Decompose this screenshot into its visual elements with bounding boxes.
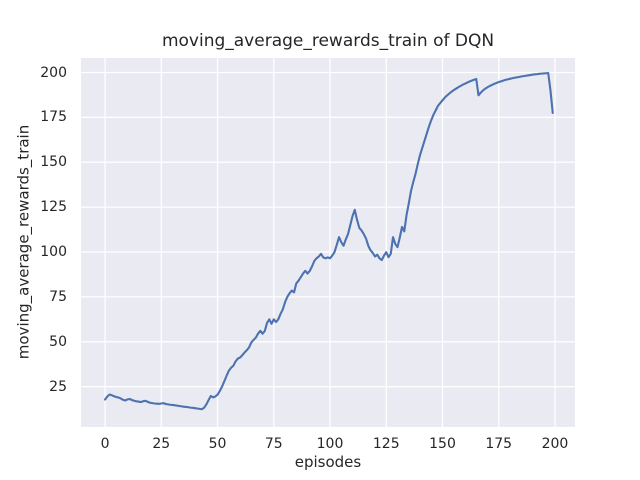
y-tick-label: 25	[49, 378, 67, 395]
x-tick-label: 75	[264, 436, 283, 452]
plot-line	[104, 72, 554, 411]
x-tick-label: 25	[152, 436, 171, 452]
chart-title: moving_average_rewards_train of DQN	[161, 31, 495, 51]
x-tick-label: 175	[485, 436, 513, 452]
y-tick-label: 75	[49, 288, 67, 305]
y-tick-label: 200	[40, 64, 67, 81]
y-tick-label: 150	[40, 154, 67, 171]
x-tick-label: 150	[429, 436, 456, 452]
y-tick-label: 50	[49, 333, 67, 350]
y-tick-label: 125	[40, 199, 67, 216]
x-tick-label: 100	[316, 436, 344, 452]
plot-background	[81, 58, 575, 427]
x-tick-label: 125	[372, 436, 400, 452]
x-tick-label: 0	[100, 436, 110, 452]
x-axis-label: episodes	[294, 453, 362, 471]
y-tick-label: 175	[40, 109, 67, 126]
x-tick-label: 200	[541, 436, 569, 452]
x-tick-label: 50	[208, 436, 227, 452]
y-tick-label: 100	[40, 244, 67, 260]
gridlines	[81, 58, 575, 427]
